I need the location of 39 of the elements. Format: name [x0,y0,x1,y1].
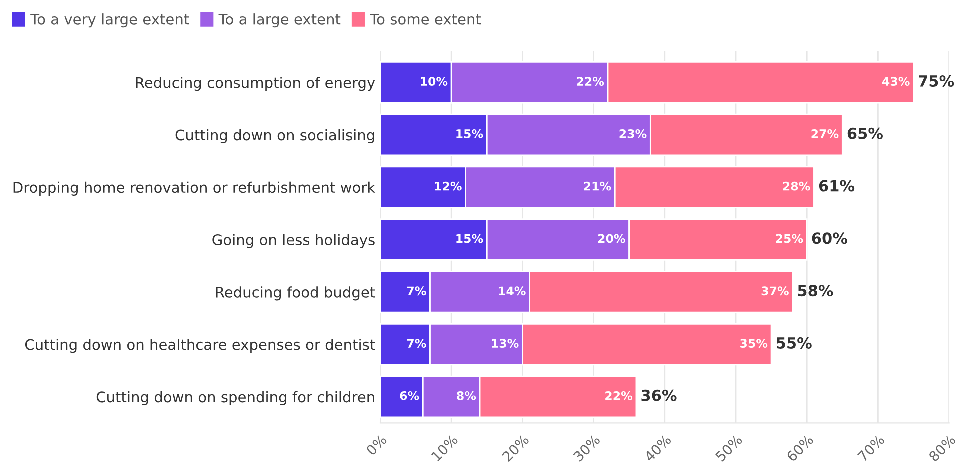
data-label: 37% [762,286,789,296]
data-label: 22% [606,391,633,400]
y-tick-label: Going on less holidays [212,234,375,248]
data-label: 21% [584,182,612,191]
legend-label: To some extent [370,14,482,25]
data-label: 23% [620,129,647,138]
total-label: 65% [848,128,884,140]
data-label: 14% [499,286,526,296]
legend-label: To a very large extent [30,14,190,28]
total-label: 61% [819,180,855,192]
y-tick-label: Reducing consumption of energy [136,77,376,92]
data-label: 12% [435,182,462,191]
data-label: 15% [456,129,484,138]
y-tick-label: Cutting down on healthcare expenses or dentist [25,339,376,354]
x-tick-label: 0% [366,434,388,456]
data-label: 10% [421,77,448,86]
data-label: 22% [577,77,604,86]
y-tick-label: Dropping home renovation or refurbishment work [14,182,376,196]
data-label: 25% [776,234,804,244]
legend-label: To a large extent [218,14,341,28]
y-tick-label: Reducing food budget [216,286,376,301]
data-label: 28% [783,182,810,191]
total-label: 75% [919,75,954,88]
data-label: 7% [407,339,426,348]
total-label: 58% [798,285,834,297]
total-label: 36% [642,390,677,402]
y-tick-label: Cutting down on spending for children [96,391,374,406]
total-label: 60% [812,232,848,244]
data-label: 7% [407,286,426,296]
data-label: 15% [456,234,484,244]
total-label: 55% [776,337,812,349]
y-tick-label: Cutting down on socialising [176,129,374,144]
data-label: 20% [598,234,626,244]
data-label: 43% [882,77,910,86]
data-label: 6% [400,391,420,400]
data-label: 8% [457,391,476,400]
data-label: 35% [740,339,768,348]
data-label: 13% [492,339,519,348]
data-label: 27% [812,129,839,138]
